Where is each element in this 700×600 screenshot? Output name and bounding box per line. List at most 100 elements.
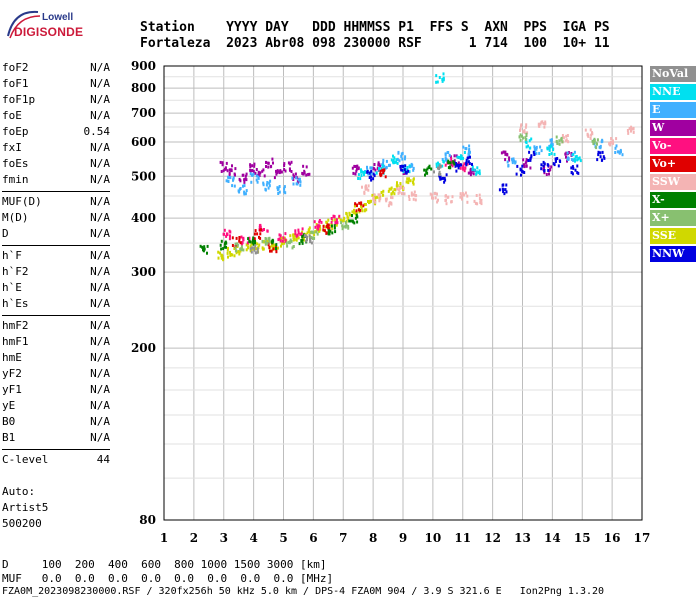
data-point-nne bbox=[441, 79, 444, 83]
data-point-e bbox=[403, 157, 406, 161]
data-point-vo bbox=[259, 228, 262, 232]
data-point-ssw bbox=[519, 129, 521, 132]
x-tick-label: 4 bbox=[249, 531, 257, 545]
data-point-nnw bbox=[466, 156, 469, 160]
data-point-w bbox=[276, 169, 279, 173]
legend-entry-w: W bbox=[650, 120, 696, 136]
data-point-ssw bbox=[466, 194, 469, 198]
legend-entry-noval: NoVal bbox=[650, 66, 696, 82]
data-point-ssw bbox=[626, 129, 629, 132]
data-point-x bbox=[310, 235, 313, 239]
data-point-e bbox=[444, 158, 447, 162]
data-point-vo bbox=[222, 232, 225, 236]
data-point-nnw bbox=[547, 163, 550, 167]
data-point-ssw bbox=[461, 197, 463, 201]
data-point-x bbox=[247, 237, 250, 241]
data-point-e bbox=[567, 157, 570, 161]
data-point-sse bbox=[283, 238, 286, 242]
data-point-sse bbox=[387, 189, 390, 193]
data-point-x bbox=[449, 161, 452, 165]
data-point-noval bbox=[439, 173, 442, 176]
data-point-vo bbox=[335, 218, 338, 222]
data-point-sse bbox=[355, 211, 358, 215]
data-point-vo bbox=[284, 232, 287, 236]
data-point-ssw bbox=[445, 202, 448, 206]
data-point-sse bbox=[277, 246, 279, 250]
data-point-w bbox=[226, 169, 229, 173]
data-point-nnw bbox=[444, 178, 447, 182]
separator bbox=[2, 245, 110, 246]
data-point-e bbox=[243, 184, 246, 188]
data-point-ssw bbox=[520, 123, 523, 127]
data-point-w bbox=[239, 179, 242, 183]
data-point-sse bbox=[293, 237, 296, 241]
data-point-e bbox=[299, 180, 302, 184]
data-point-sse bbox=[363, 203, 366, 206]
data-point-x bbox=[223, 245, 226, 249]
data-point-x bbox=[249, 240, 252, 244]
data-point-vo bbox=[281, 239, 284, 243]
data-point-nnw bbox=[576, 171, 579, 175]
data-point-ssw bbox=[412, 193, 415, 197]
logo-lowell-text: Lowell bbox=[42, 12, 74, 23]
data-point-w bbox=[290, 170, 293, 173]
data-point-w bbox=[271, 157, 274, 161]
data-point-ssw bbox=[612, 141, 615, 145]
data-point-sse bbox=[367, 200, 369, 203]
data-point-nnw bbox=[469, 155, 471, 159]
y-tick-label: 80 bbox=[139, 513, 156, 527]
data-point-nnw bbox=[401, 168, 404, 172]
data-point-ssw bbox=[385, 199, 388, 203]
data-point-sse bbox=[229, 250, 231, 254]
auto-label: Auto: bbox=[2, 485, 36, 498]
data-point-w bbox=[283, 164, 286, 167]
param-group-critical-freqs: foF2 N/A foF1 N/A foF1p N/A foE N/A foEp 0.54 fxI N… bbox=[2, 60, 110, 188]
data-point-sse bbox=[295, 238, 298, 242]
data-point-vo bbox=[380, 173, 383, 177]
data-point-vo bbox=[330, 220, 333, 224]
data-point-nnw bbox=[530, 155, 533, 159]
data-point-nne bbox=[364, 170, 366, 174]
data-point-sse bbox=[283, 241, 285, 245]
data-point-nnw bbox=[601, 150, 604, 154]
data-point-nne bbox=[392, 159, 395, 162]
data-point-vo bbox=[320, 220, 323, 224]
data-point-nne bbox=[525, 145, 528, 149]
data-point-nnw bbox=[542, 160, 545, 164]
param-name: M(D) bbox=[2, 211, 29, 224]
data-point-vo bbox=[225, 234, 228, 238]
data-point-nnw bbox=[502, 183, 505, 187]
data-point-ssw bbox=[364, 185, 367, 189]
data-point-sse bbox=[406, 177, 409, 181]
data-point-x bbox=[592, 140, 595, 144]
data-point-e bbox=[369, 166, 372, 170]
data-point-vo bbox=[325, 225, 328, 228]
y-tick-label: 400 bbox=[131, 211, 156, 225]
data-point-noval bbox=[256, 250, 259, 254]
data-point-e bbox=[549, 138, 552, 142]
data-point-sse bbox=[412, 180, 414, 184]
data-point-ssw bbox=[562, 136, 565, 140]
legend-entry-vo: Vo+ bbox=[650, 156, 696, 172]
data-point-e bbox=[620, 150, 622, 154]
data-point-x bbox=[347, 226, 350, 230]
data-point-w bbox=[263, 174, 266, 178]
y-tick-label: 900 bbox=[131, 59, 156, 73]
param-value: N/A bbox=[90, 383, 110, 396]
data-point-nne bbox=[548, 153, 551, 156]
data-point-ssw bbox=[450, 200, 453, 204]
data-point-w bbox=[221, 163, 224, 167]
data-point-noval bbox=[309, 240, 312, 244]
data-point-nne bbox=[478, 169, 481, 173]
y-tick-label: 800 bbox=[131, 81, 156, 95]
data-point-nne bbox=[442, 160, 445, 164]
data-point-sse bbox=[327, 218, 330, 222]
data-point-nne bbox=[552, 148, 554, 152]
data-point-ssw bbox=[609, 140, 612, 144]
data-point-w bbox=[224, 166, 227, 170]
data-point-e bbox=[511, 161, 514, 165]
data-point-x bbox=[561, 140, 564, 144]
data-point-e bbox=[267, 186, 270, 190]
data-point-nnw bbox=[572, 166, 575, 170]
data-point-w bbox=[508, 158, 511, 162]
